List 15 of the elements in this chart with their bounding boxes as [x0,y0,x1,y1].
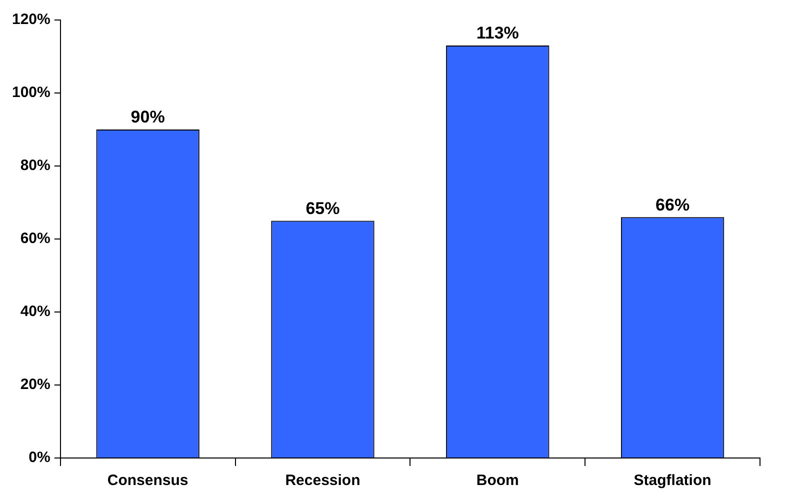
data-label: 66% [656,195,690,214]
y-tick-label: 40% [20,303,50,320]
data-label: 113% [476,24,519,43]
y-tick-label: 60% [20,230,50,248]
data-label: 65% [306,198,340,218]
data-label: 90% [130,108,165,127]
x-tick-label: Boom [476,472,519,490]
y-tick-label: 80% [20,157,50,174]
x-tick-label: Stagflation [634,472,712,490]
x-tick-label: Recession [285,472,360,490]
x-tick-label: Consensus [107,472,188,490]
y-tick-label: 0% [28,449,50,466]
y-tick-label: 100% [12,84,50,102]
y-tick-label: 120% [12,11,50,28]
y-tick-label: 20% [20,376,50,394]
